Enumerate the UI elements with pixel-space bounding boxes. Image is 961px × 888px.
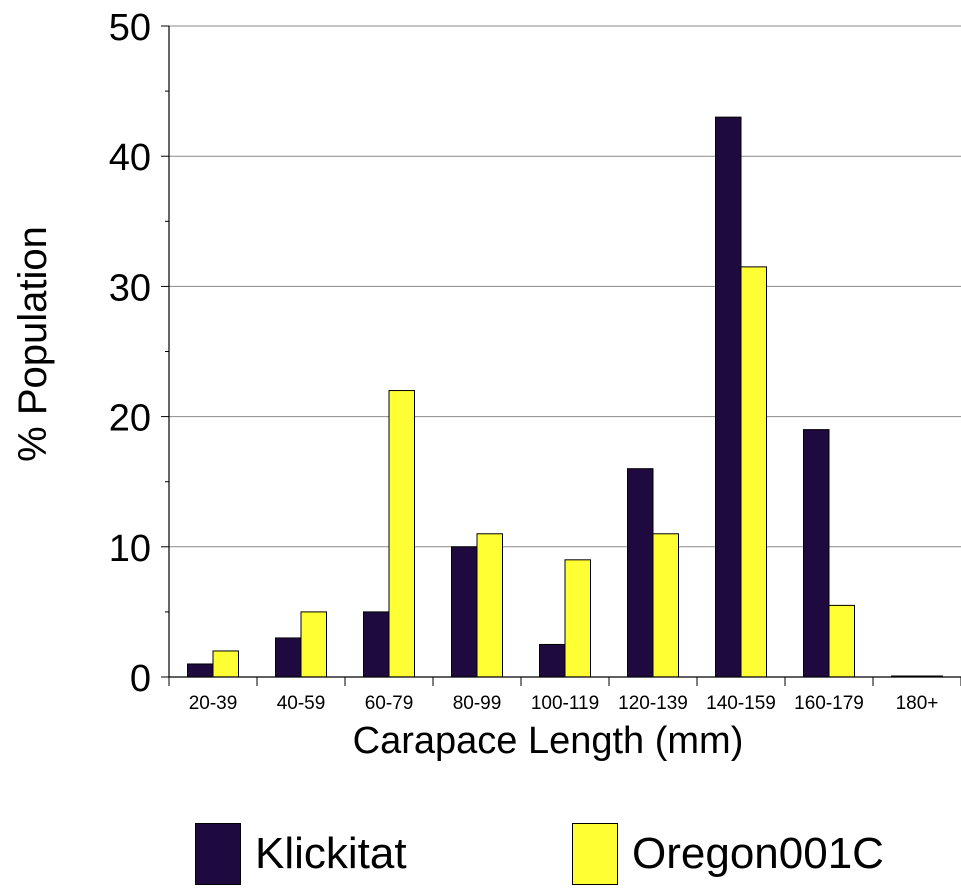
bar-klickitat-60-79 [363, 611, 390, 678]
bar-klickitat-100-119 [539, 643, 566, 678]
legend-label-oregon001c: Oregon001C [632, 829, 884, 878]
x-tick-label: 160-179 [794, 693, 864, 714]
legend-swatch-oregon001c [572, 823, 618, 885]
x-tick-label: 20-39 [189, 693, 238, 714]
bar-oregon001c-20-39 [212, 650, 239, 678]
y-tick-label: 30 [109, 267, 151, 309]
axes [161, 25, 961, 686]
x-tick-label: 40-59 [277, 693, 326, 714]
bar-oregon001c-80-99 [476, 533, 503, 678]
legend-item-oregon001c: Oregon001C [572, 820, 884, 888]
legend-label-klickitat: Klickitat [255, 829, 407, 878]
bar-oregon001c-120-139 [652, 533, 679, 678]
x-tick-label: 80-99 [453, 693, 502, 714]
bar-oregon001c-160-179 [828, 604, 855, 678]
bar-klickitat-140-159 [715, 116, 742, 678]
y-tick-label: 50 [109, 7, 151, 49]
x-tick-label: 140-159 [706, 693, 776, 714]
bar-klickitat-160-179 [803, 429, 830, 678]
y-tick-label: 20 [109, 398, 151, 440]
bar-oregon001c-100-119 [564, 559, 591, 678]
bar-klickitat-40-59 [275, 637, 302, 678]
y-tick-label: 10 [109, 528, 151, 570]
x-tick-label: 60-79 [365, 693, 414, 714]
legend: Klickitat Oregon001C [0, 820, 961, 888]
bar-chart: 0 10 20 30 40 50 20-39 40-59 60-79 80-99 100-119 1… [11, 7, 961, 762]
x-axis-label: Carapace Length (mm) [353, 720, 744, 762]
x-tick-label: 120-139 [618, 693, 688, 714]
y-tick-label: 0 [130, 658, 151, 700]
y-tick-label: 40 [109, 137, 151, 179]
x-tick-labels: 20-39 40-59 60-79 80-99 100-119 120-139 140-15… [189, 693, 939, 714]
bar-oregon001c-60-79 [388, 390, 415, 678]
bar-oregon001c-140-159 [740, 266, 767, 678]
x-tick-label: 100-119 [531, 693, 599, 714]
legend-item-klickitat: Klickitat [195, 820, 407, 888]
bar-klickitat-80-99 [451, 546, 478, 678]
bars [187, 116, 943, 678]
y-tick-labels: 0 10 20 30 40 50 [109, 7, 151, 700]
bar-klickitat-20-39 [187, 663, 214, 678]
bar-oregon001c-40-59 [300, 611, 327, 678]
legend-swatch-klickitat [195, 823, 241, 885]
y-axis-label: % Population [11, 226, 55, 462]
x-tick-label: 180+ [896, 693, 939, 714]
bar-klickitat-120-139 [627, 468, 654, 678]
grid-lines [169, 25, 961, 548]
